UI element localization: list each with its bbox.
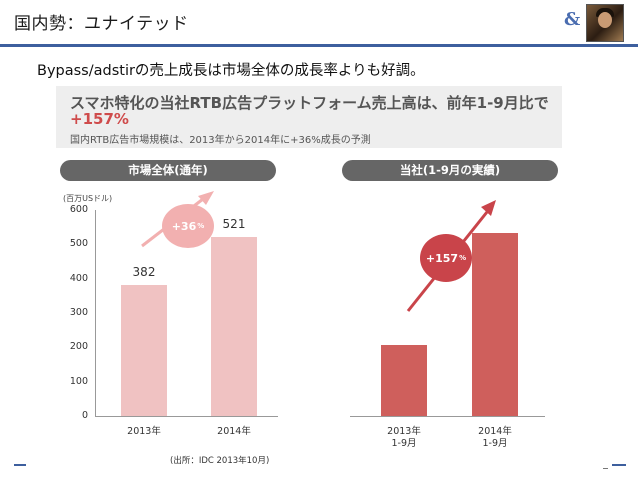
- market-growth-unit: %: [197, 222, 205, 230]
- bar-value-label: 521: [222, 217, 246, 232]
- y-tick-label: 100: [69, 375, 88, 387]
- summary-panel: [56, 86, 562, 148]
- header-divider: [0, 44, 638, 47]
- x-tick-label: 2013年: [109, 426, 179, 438]
- company-growth-unit: %: [459, 254, 467, 262]
- bar-value-label: 382: [132, 264, 156, 279]
- footer-rule-right: [612, 464, 626, 466]
- summary-headline: スマホ特化の当社RTB広告プラットフォーム売上高は、前年1-9月比で: [70, 94, 549, 112]
- y-tick-label: 0: [81, 410, 88, 421]
- summary-note: 国内RTB広告市場規模は、2013年から2014年に+36%成長の予測: [70, 135, 371, 146]
- unit-label: (百万USドル): [63, 194, 113, 203]
- y-tick-label: 200: [69, 341, 88, 353]
- y-tick-label: 300: [69, 307, 88, 318]
- page-title: 国内勢：ユナイテッド: [14, 14, 189, 34]
- market-growth-text: +36: [171, 219, 197, 233]
- market-growth-badge: +36%: [162, 204, 214, 248]
- x-tick-label-line: 1-9月: [482, 438, 508, 449]
- y-tick-label: 500: [69, 238, 88, 250]
- x-tick-label: 2014年: [199, 426, 269, 438]
- company-growth-arrowhead-icon: [481, 200, 496, 216]
- x-tick-label: 2013年 1-9月: [369, 426, 439, 450]
- company-chart-title: 当社(1-9月の実績): [342, 160, 558, 181]
- y-axis-line: [95, 210, 96, 417]
- y-tick-label: 600: [69, 204, 88, 215]
- x-axis-line: [350, 416, 545, 417]
- market-chart-title: 市場全体(通年): [60, 160, 276, 181]
- ampersand-logo-icon: &: [564, 9, 581, 30]
- x-tick-label-line: 2014年: [478, 426, 512, 437]
- x-tick-label: 2014年 1-9月: [460, 426, 530, 450]
- bar: [211, 237, 257, 416]
- x-tick-label-line: 2013年: [127, 426, 161, 437]
- slide-subtitle: Bypass/adstirの売上成長は市場全体の成長率よりも好調。: [37, 63, 425, 79]
- footer-rule-left: [14, 464, 26, 466]
- page-number-dash: [603, 468, 608, 469]
- market-growth-arrowhead-icon: [198, 191, 214, 205]
- x-tick-label-line: 2014年: [217, 426, 251, 437]
- bar: [381, 344, 427, 416]
- y-tick-label: 400: [69, 272, 88, 284]
- source-note: (出所：IDC 2013年10月): [170, 456, 270, 466]
- x-tick-label-line: 2013年: [387, 426, 421, 437]
- company-growth-text: +157: [425, 251, 459, 265]
- bar: [472, 233, 518, 416]
- avatar: [586, 4, 624, 42]
- x-tick-label-line: 1-9月: [391, 438, 417, 449]
- summary-highlight: +157%: [70, 110, 129, 128]
- x-axis-line: [95, 416, 278, 417]
- bar: [121, 284, 167, 416]
- company-growth-badge: +157%: [420, 234, 472, 282]
